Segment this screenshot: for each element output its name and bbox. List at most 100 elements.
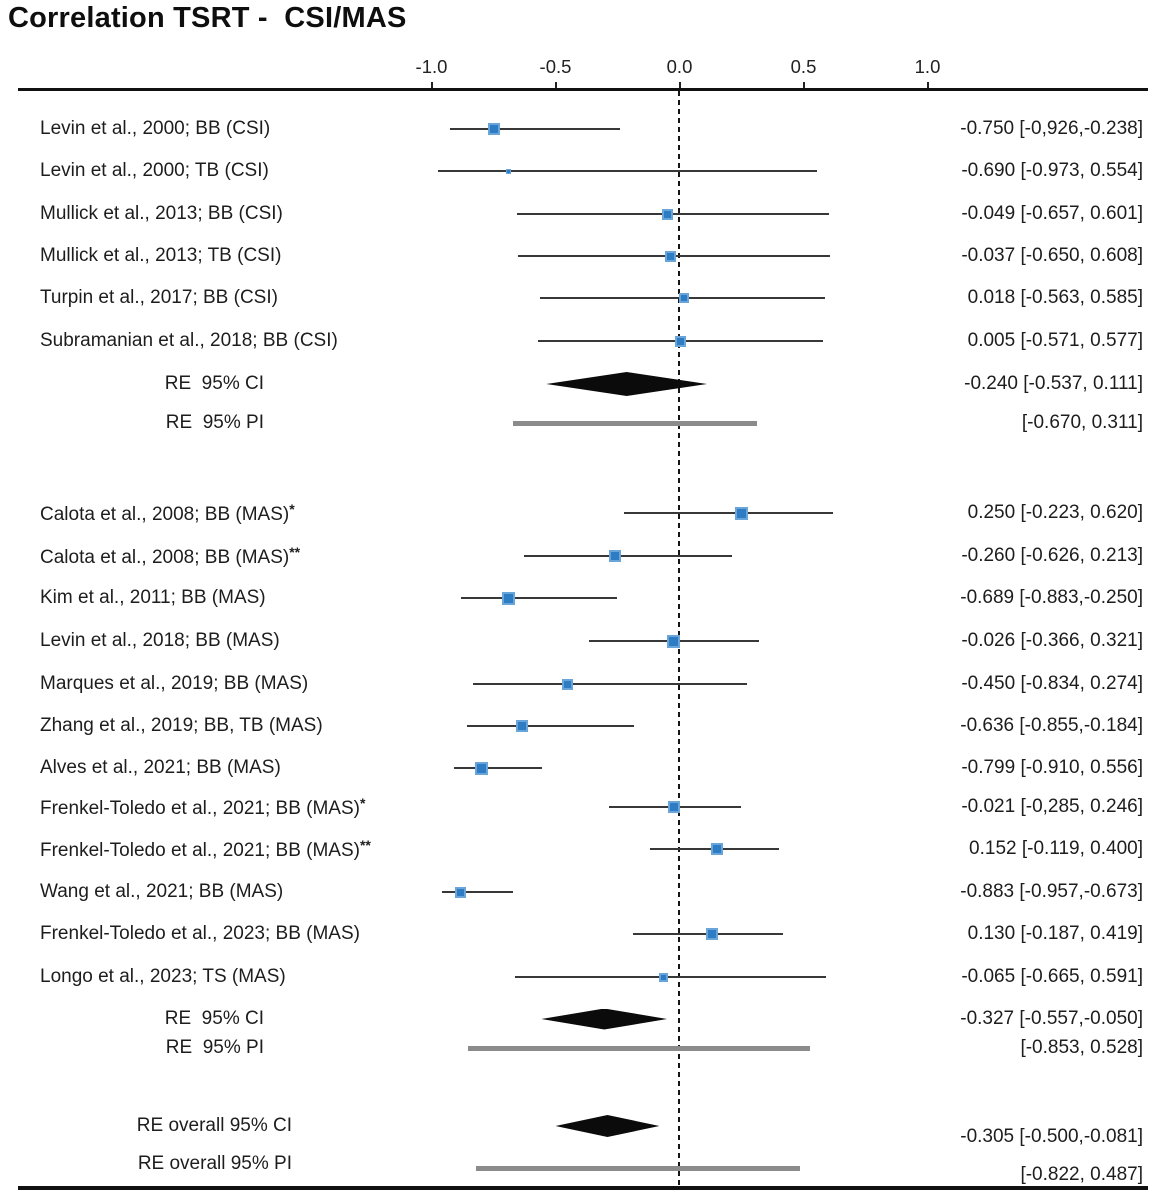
- ci-line: [438, 170, 817, 172]
- ci-line: [467, 725, 634, 727]
- asterisk-superscript: **: [359, 836, 371, 853]
- study-label: Subramanian et al., 2018; BB (CSI): [40, 330, 338, 352]
- effect-marker: [505, 168, 511, 174]
- study-label: Alves et al., 2021; BB (MAS): [40, 757, 281, 779]
- effect-value: -0.689 [-0.883,-0.250]: [960, 587, 1143, 608]
- row-label-text: Mullick et al., 2013; TB (CSI): [40, 245, 282, 266]
- effect-value: [-0.670, 0.311]: [1021, 412, 1143, 433]
- effect-value: -0.049 [-0.657, 0.601]: [961, 203, 1143, 224]
- study-label: Levin et al., 2000; TB (CSI): [40, 160, 269, 182]
- row-label-text: Frenkel-Toledo et al., 2021; BB (MAS): [40, 840, 360, 862]
- effect-value: 0.152 [-0.119, 0.400]: [969, 838, 1143, 859]
- effect-value: -0.021 [-0,285, 0.246]: [961, 796, 1143, 817]
- effect-value: -0.037 [-0.650, 0.608]: [961, 245, 1143, 266]
- effect-marker: [609, 550, 622, 562]
- row-label-text: RE overall 95% CI: [136, 1115, 292, 1136]
- row-label-text: Longo et al., 2023; TS (MAS): [40, 966, 286, 987]
- effect-marker: [705, 928, 718, 940]
- effect-marker: [474, 761, 488, 775]
- row-label-text: Frenkel-Toledo et al., 2023; BB (MAS): [40, 923, 360, 944]
- x-tick-mark: [554, 82, 557, 88]
- effect-marker: [664, 250, 676, 262]
- x-tick-label: 0.0: [666, 56, 693, 77]
- ci-line: [524, 555, 733, 557]
- row-label-text: Wang et al., 2021; BB (MAS): [40, 881, 284, 902]
- effect-marker: [455, 886, 467, 898]
- row-label-text: RE overall 95% PI: [137, 1153, 292, 1174]
- effect-value: [-0.853, 0.528]: [1020, 1037, 1143, 1058]
- study-label: Turpin et al., 2017; BB (CSI): [40, 287, 278, 309]
- row-label-text: RE 95% CI: [164, 373, 264, 394]
- study-label: Calota et al., 2008; BB (MAS)**: [40, 543, 300, 569]
- effect-marker: [678, 293, 689, 303]
- x-tick-mark: [802, 82, 805, 88]
- effect-value: 0.018 [-0.563, 0.585]: [967, 287, 1143, 308]
- summary-diamond: [555, 1115, 660, 1137]
- x-tick-mark: [678, 82, 681, 88]
- ci-line: [453, 767, 542, 769]
- effect-marker: [515, 720, 528, 732]
- row-label-text: Mullick et al., 2013; BB (CSI): [40, 203, 283, 224]
- x-tick-mark: [926, 82, 929, 88]
- study-label: Frenkel-Toledo et al., 2021; BB (MAS)**: [40, 836, 371, 862]
- effect-marker: [711, 843, 724, 855]
- study-label: Levin et al., 2018; BB (MAS): [40, 630, 280, 652]
- ci-line: [460, 597, 618, 599]
- study-label: Mullick et al., 2013; TB (CSI): [40, 245, 281, 267]
- effect-marker: [562, 678, 574, 690]
- effect-value: -0.305 [-0.500,-0.081]: [960, 1126, 1143, 1147]
- study-label: Marques et al., 2019; BB (MAS): [40, 673, 308, 695]
- x-tick-mark: [430, 82, 433, 88]
- bottom-axis-line: [18, 1186, 1148, 1190]
- study-label: Zhang et al., 2019; BB, TB (MAS): [40, 715, 323, 737]
- row-label-text: Levin et al., 2000; TB (CSI): [40, 160, 269, 181]
- study-label: Calota et al., 2008; BB (MAS)*: [40, 500, 295, 526]
- effect-value: -0.065 [-0.665, 0.591]: [961, 966, 1143, 987]
- effect-value: -0.260 [-0.626, 0.213]: [961, 545, 1143, 566]
- effect-marker: [658, 972, 668, 982]
- ci-line: [472, 683, 748, 685]
- row-label-text: RE 95% CI: [164, 1008, 264, 1029]
- prediction-interval-bar: [513, 420, 757, 426]
- effect-value: -0.240 [-0.537, 0.111]: [964, 373, 1143, 394]
- effect-value: 0.250 [-0.223, 0.620]: [967, 502, 1143, 523]
- effect-marker: [668, 801, 681, 813]
- top-axis-line: [18, 88, 1148, 91]
- x-tick-label: -1.0: [415, 56, 448, 77]
- ci-line: [442, 891, 513, 893]
- row-label-text: Subramanian et al., 2018; BB (CSI): [40, 330, 338, 351]
- summary-label: RE overall 95% CI: [0, 1115, 292, 1137]
- row-label-text: Marques et al., 2019; BB (MAS): [40, 673, 309, 694]
- asterisk-superscript: **: [289, 543, 301, 560]
- summary-label: RE 95% CI: [0, 1008, 264, 1030]
- ci-line: [624, 512, 834, 514]
- chart-title: Correlation TSRT - CSI/MAS: [8, 2, 407, 34]
- study-label: Levin et al., 2000; BB (CSI): [40, 118, 270, 140]
- row-label-text: Kim et al., 2011; BB (MAS): [40, 587, 266, 608]
- x-tick-label: 1.0: [914, 56, 941, 77]
- effect-value: -0.799 [-0.910, 0.556]: [961, 757, 1143, 778]
- effect-value: -0.450 [-0.834, 0.274]: [961, 673, 1143, 694]
- ci-line: [514, 976, 827, 978]
- study-label: Frenkel-Toledo et al., 2021; BB (MAS)*: [40, 794, 365, 820]
- x-tick-label: -0.5: [539, 56, 572, 77]
- effect-value: [-0.822, 0.487]: [1020, 1164, 1143, 1185]
- effect-value: -0.690 [-0.973, 0.554]: [961, 160, 1143, 181]
- study-label: Wang et al., 2021; BB (MAS): [40, 881, 283, 903]
- effect-value: 0.005 [-0.571, 0.577]: [967, 330, 1143, 351]
- row-label-text: Levin et al., 2018; BB (MAS): [40, 630, 280, 651]
- effect-marker: [661, 208, 673, 220]
- summary-label: RE 95% PI: [0, 412, 264, 434]
- row-label-text: RE 95% PI: [165, 412, 264, 433]
- prediction-interval-bar: [467, 1045, 811, 1051]
- effect-marker: [487, 123, 500, 135]
- effect-value: -0.026 [-0.366, 0.321]: [961, 630, 1143, 651]
- summary-label: RE overall 95% PI: [0, 1153, 292, 1175]
- summary-diamond: [546, 372, 708, 396]
- row-label-text: Calota et al., 2008; BB (MAS): [40, 504, 290, 526]
- study-label: Mullick et al., 2013; BB (CSI): [40, 203, 283, 225]
- ci-line: [449, 128, 621, 130]
- study-label: Frenkel-Toledo et al., 2023; BB (MAS): [40, 923, 360, 945]
- effect-marker: [675, 335, 687, 347]
